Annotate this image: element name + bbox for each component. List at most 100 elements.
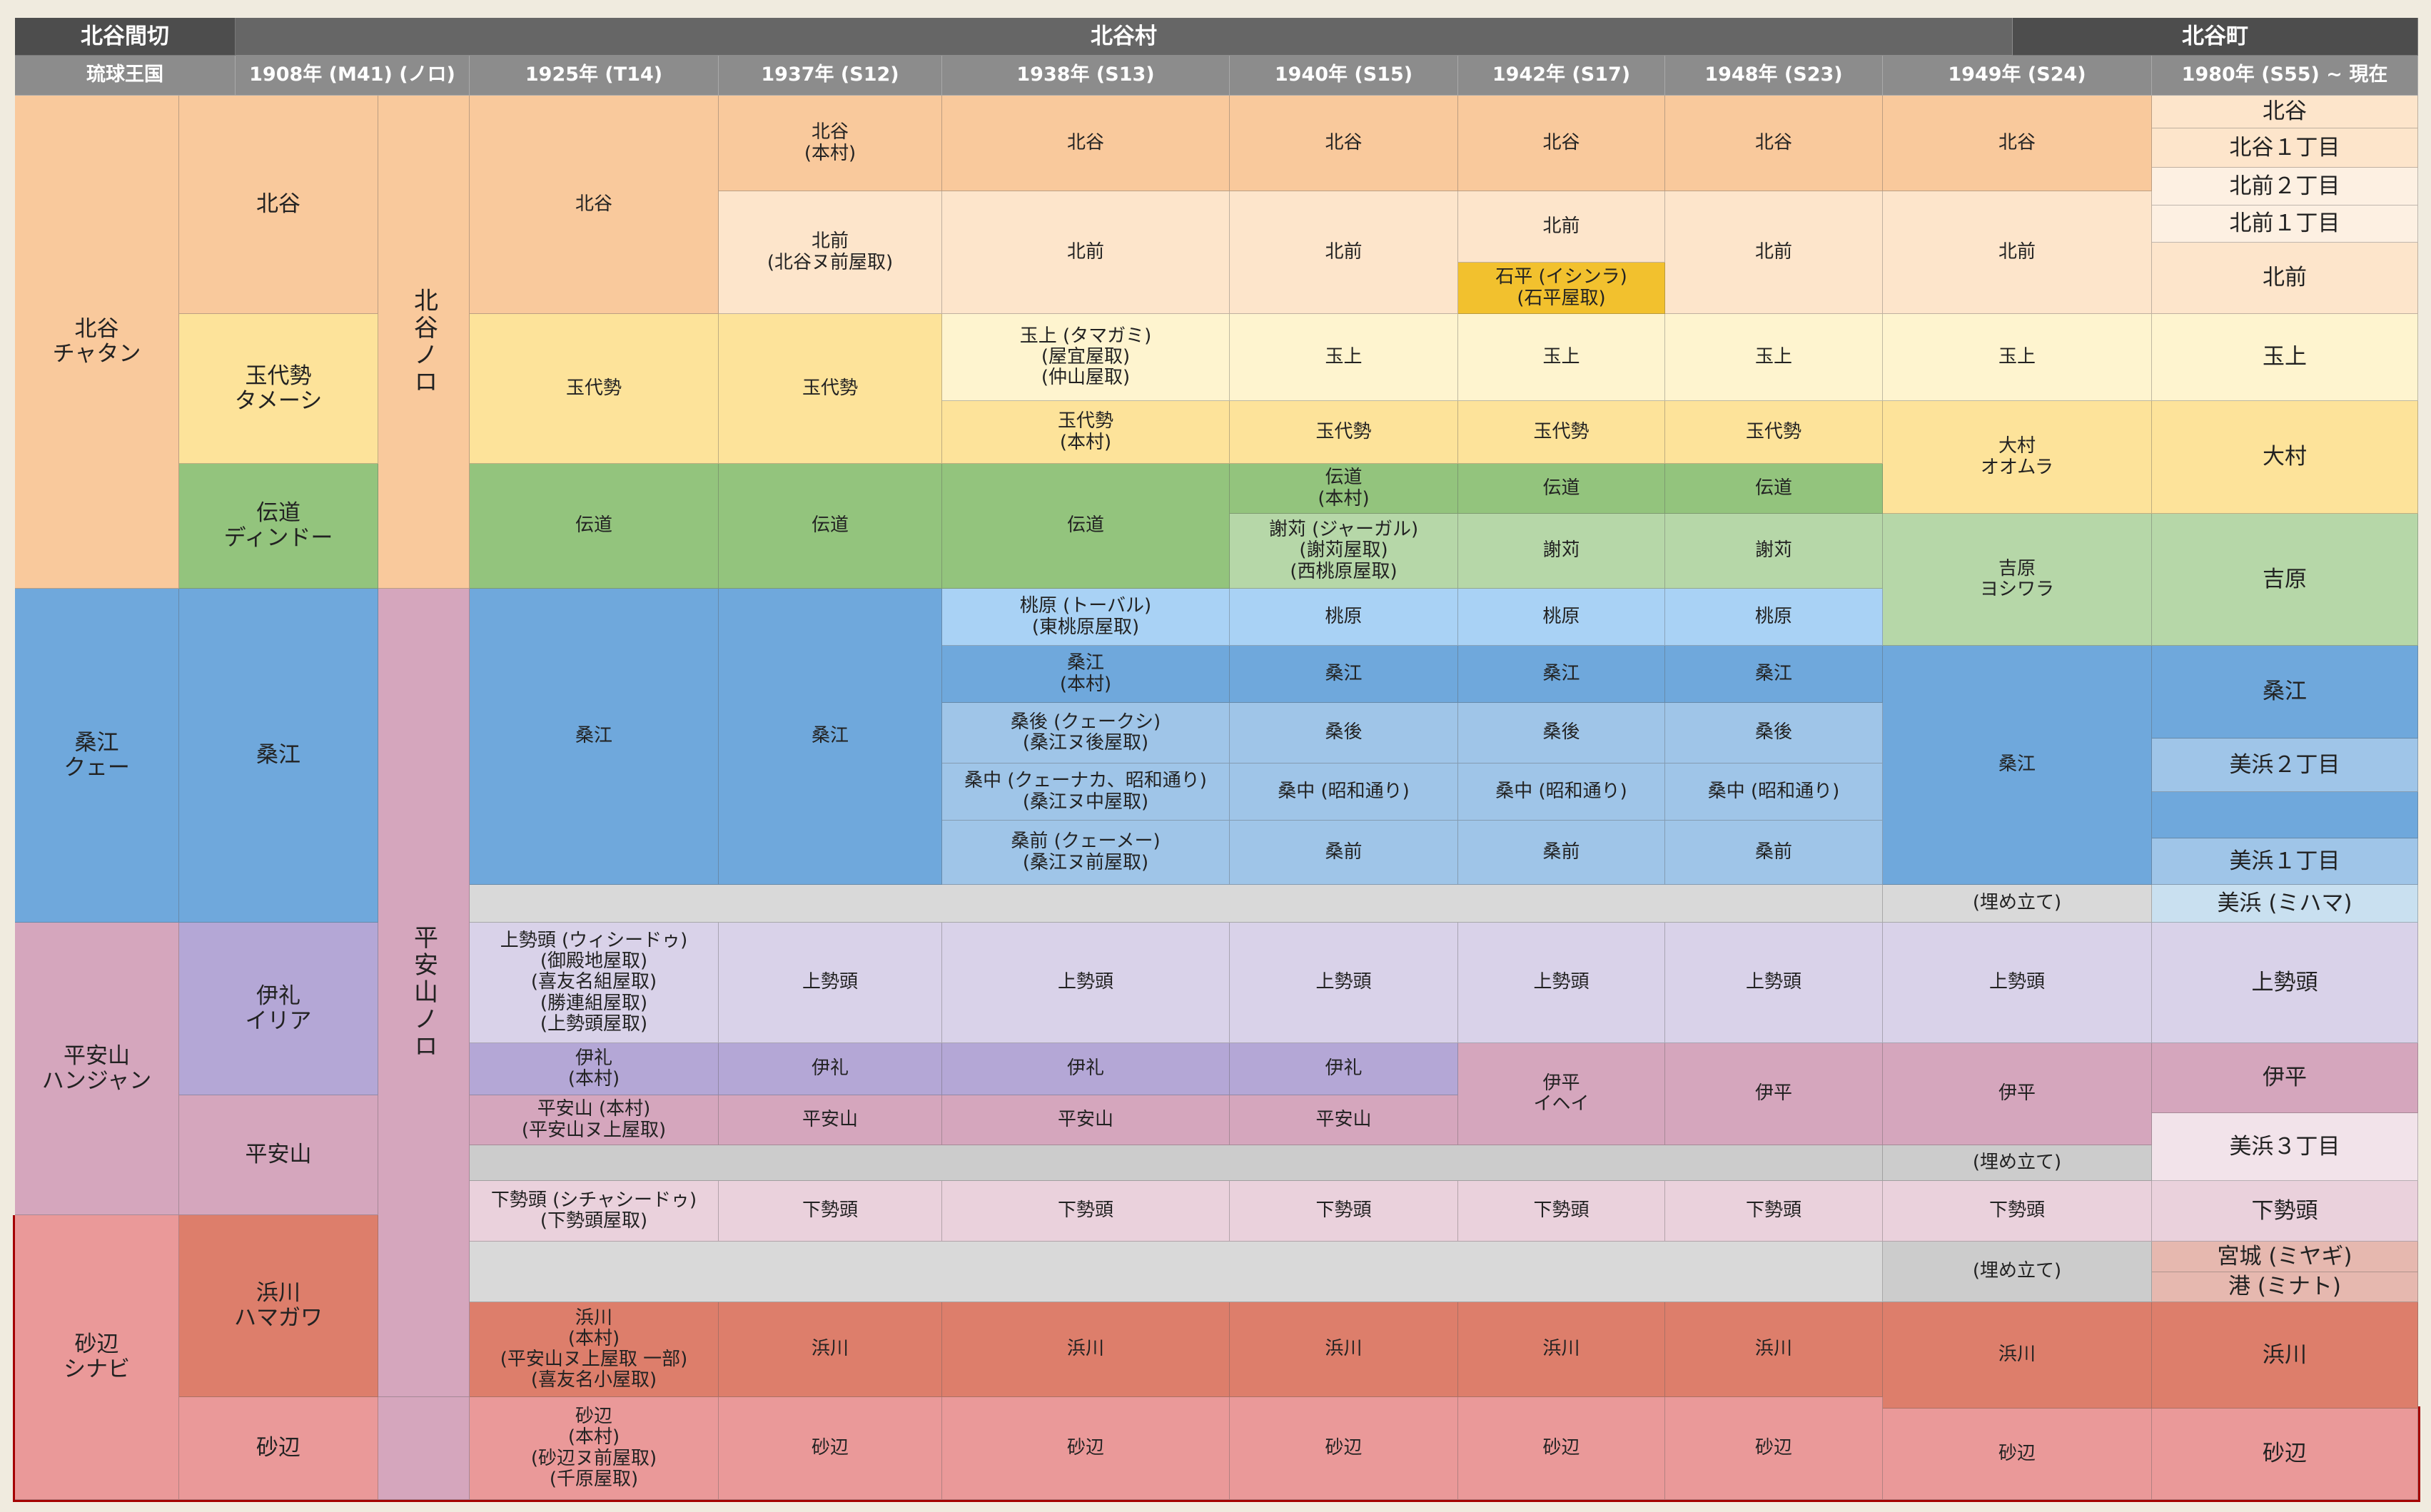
s23-district-0-label: 北谷 [1754,131,1792,153]
s55-district-6: 大村 [2152,401,2418,514]
s15-district-3-label: 玉代勢 [1315,420,1372,442]
s12-district-0-label: 北谷 (本村) [804,121,856,164]
s23-district-15-label: 砂辺 [1754,1436,1792,1458]
s15-district-11-label: 上勢頭 [1315,971,1372,993]
header-year-4-label: 1938年 (S13) [1016,64,1155,86]
s15-district-2-label: 玉上 [1325,345,1363,367]
s15-district-2: 玉上 [1230,314,1458,401]
s24-district-2-label: 玉上 [1998,345,2036,367]
s17-district-2-label: 石平 (イシンラ) (石平屋取) [1495,266,1627,309]
s17-district-14: 下勢頭 [1458,1181,1665,1242]
s15-district-11: 上勢頭 [1230,923,1458,1043]
s15-district-10: 桑前 [1230,821,1458,885]
s55-district-6-label: 大村 [2263,444,2307,470]
t14-district-4-label: 上勢頭 (ウィシードゥ) (御殿地屋取) (喜友名組屋取) (勝連組屋取) (上… [500,930,688,1035]
s17-district-10: 桑中 (昭和通り) [1458,763,1665,821]
s15-district-8-label: 桑後 [1325,721,1363,744]
header-year-9: 1980年 (S55) ~ 現在 [2152,56,2418,96]
s23-district-11: 上勢頭 [1665,923,1883,1043]
s17-district-2: 石平 (イシンラ) (石平屋取) [1458,263,1665,314]
header-era-village: 北谷村 [236,18,2013,56]
s17-district-1: 北前 [1458,191,1665,263]
t14-district-5: 伊礼 (本村) [470,1043,719,1095]
s17-district-5: 伝道 [1458,464,1665,514]
s17-district-5-label: 伝道 [1542,477,1580,499]
s24-district-9-label: (埋め立て) [1972,1151,2062,1173]
s24-district-10-label: 下勢頭 [1988,1199,2045,1222]
header-year-5: 1940年 (S15) [1230,56,1458,96]
s55-district-16-label: 宮城 (ミヤギ) [2217,1243,2352,1269]
s12-district-9-label: 浜川 [811,1338,849,1360]
s12-district-5-label: 上勢頭 [802,971,858,993]
s12-district-4-label: 桑江 [811,725,849,747]
s55-district-17: 港 (ミナト) [2152,1272,2418,1302]
s12-district-8: 下勢頭 [719,1181,942,1242]
header-year-0-label: 琉球王国 [86,64,163,86]
header-year-5-label: 1940年 (S15) [1274,64,1413,86]
s23-district-0: 北谷 [1665,96,1883,191]
meiji-district-5: 平安山 [179,1095,378,1215]
ryukyu-district-2: 平安山 ハンジャン [15,923,179,1215]
s17-district-3-label: 玉上 [1542,345,1580,367]
s17-district-12-label: 上勢頭 [1533,971,1590,993]
s17-district-9-label: 桑後 [1542,721,1580,744]
s24-district-8: 伊平 [1883,1043,2152,1145]
s15-district-15: 浜川 [1230,1302,1458,1397]
t14-district-3-label: 桑江 [575,725,612,747]
t14-district-1: 玉代勢 [470,314,719,464]
s12-district-10-label: 砂辺 [811,1436,849,1458]
t14-district-0: 北谷 [470,96,719,314]
header-era-town: 北谷町 [2013,18,2418,56]
s13-district-7: 桑後 (クェークシ) (桑江ヌ後屋取) [942,703,1230,763]
header-year-6-label: 1942年 (S17) [1492,64,1631,86]
s17-district-7-label: 桃原 [1542,605,1580,627]
s15-district-5: 謝苅 (ジャーガル) (謝苅屋取) (西桃原屋取) [1230,514,1458,589]
s24-district-13-label: 砂辺 [1998,1442,2036,1464]
t14-district-6: 平安山 (本村) (平安山ヌ上屋取) [470,1095,719,1145]
s15-district-16-label: 砂辺 [1325,1436,1363,1458]
t14-district-2-label: 伝道 [575,514,612,537]
meiji-district-4: 伊礼 イリア [179,923,378,1095]
header-year-2-label: 1925年 (T14) [525,64,663,86]
s24-district-11: (埋め立て) [1883,1242,2152,1302]
meiji-district-1: 玉代勢 タメーシ [179,314,378,464]
s55-district-0-label: 北谷 [2263,98,2307,125]
s24-district-2: 玉上 [1883,314,2152,401]
ryukyu-district-0-label: 北谷 チャタン [52,316,141,367]
s17-district-11-label: 桑前 [1542,841,1580,863]
s12-district-2-label: 玉代勢 [802,377,858,399]
s17-district-11: 桑前 [1458,821,1665,885]
reclaim-strip-2 [470,1145,1883,1181]
s13-district-8: 桑中 (クェーナカ、昭和通り) (桑江ヌ中屋取) [942,763,1230,821]
header-year-9-label: 1980年 (S55) ~ 現在 [2181,64,2388,86]
s24-district-4-label: 吉原 ヨシワラ [1979,557,2054,600]
s24-district-0: 北谷 [1883,96,2152,191]
s17-district-16: 砂辺 [1458,1397,1665,1500]
s15-district-12-label: 伊礼 [1325,1057,1363,1080]
meiji-district-0: 北谷 [179,96,378,314]
s24-district-7: 上勢頭 [1883,923,2152,1043]
header-year-8-label: 1949年 (S24) [1948,64,2086,86]
s12-district-1: 北前 (北谷ヌ前屋取) [719,191,942,314]
s15-district-16: 砂辺 [1230,1397,1458,1500]
s55-district-15: 下勢頭 [2152,1181,2418,1242]
s13-district-11-label: 伊礼 [1066,1057,1104,1080]
s55-district-16: 宮城 (ミヤギ) [2152,1242,2418,1272]
s12-district-8-label: 下勢頭 [802,1199,858,1222]
s23-district-3-label: 玉代勢 [1745,420,1801,442]
s23-district-10: 桑前 [1665,821,1883,885]
s23-district-8: 桑後 [1665,703,1883,763]
t14-district-5-label: 伊礼 (本村) [567,1047,620,1090]
s15-district-9-label: 桑中 (昭和通り) [1278,780,1410,802]
s15-district-5-label: 謝苅 (ジャーガル) (謝苅屋取) (西桃原屋取) [1268,519,1419,582]
header-year-4: 1938年 (S13) [942,56,1230,96]
meiji-district-5-label: 平安山 [245,1142,312,1168]
s13-district-12-label: 平安山 [1057,1108,1113,1130]
t14-district-8-label: 浜川 (本村) (平安山ヌ上屋取 一部) (喜友名小屋取) [500,1306,688,1391]
s17-district-15-label: 浜川 [1542,1338,1580,1360]
s17-district-13-label: 伊平 イヘイ [1533,1072,1590,1115]
s24-district-0-label: 北谷 [1998,131,2036,153]
s24-district-10: 下勢頭 [1883,1181,2152,1242]
s13-district-5: 桃原 (トーバル) (東桃原屋取) [942,589,1230,646]
s15-district-8: 桑後 [1230,703,1458,763]
